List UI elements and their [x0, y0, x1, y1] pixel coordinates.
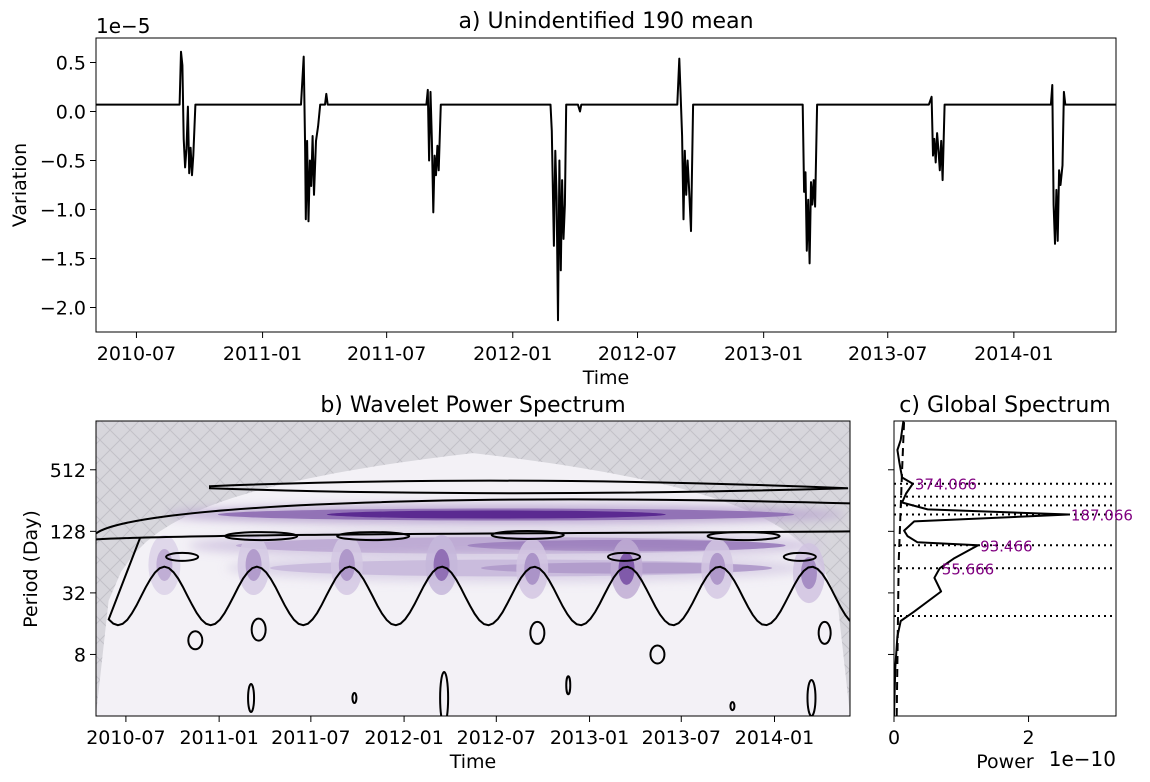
- panel-a-frame: [95, 37, 1117, 333]
- significance-contour-small: [729, 701, 736, 712]
- panel-a-offset-label: 1e−5: [96, 14, 151, 38]
- x-tick-label: 2012-01: [473, 343, 552, 365]
- significance-contour-wavy: [107, 537, 850, 627]
- significance-contour-small: [529, 620, 546, 645]
- panel-a-x-axis-label: Time: [582, 367, 630, 389]
- x-tick-label: 2011-01: [179, 727, 258, 749]
- x-tick-label: 2012-07: [457, 727, 536, 749]
- significance-contour-small: [336, 531, 411, 542]
- y-tick-label: 0.5: [56, 53, 86, 75]
- power-blob-core: [245, 548, 262, 581]
- x-tick-label: 2011-07: [347, 343, 426, 365]
- x-tick-label: 2013-01: [550, 727, 629, 749]
- y-tick-label: −2.0: [40, 298, 86, 320]
- x-tick-label: 2012-01: [364, 727, 443, 749]
- x-tick-label: 2014-01: [974, 343, 1053, 365]
- panel-b-x-axis-label: Time: [449, 751, 497, 773]
- significance-dashed-line: [895, 421, 906, 716]
- significance-contour-small: [607, 551, 642, 562]
- significance-contour-small: [250, 617, 267, 642]
- power-blob-core: [338, 548, 355, 581]
- panel-c-title: c) Global Spectrum: [899, 393, 1110, 418]
- x-tick-label: 2013-01: [724, 343, 803, 365]
- peak-label: 374.066: [915, 476, 977, 494]
- significance-contour: [209, 479, 849, 495]
- panel-b-frame: [95, 420, 851, 717]
- panel-b-plot-area: [96, 421, 850, 716]
- panel-b-y-ticks: 512 128 32 8: [50, 460, 96, 666]
- significance-contour-small: [247, 682, 256, 713]
- panel-c-x-axis-label: Power: [976, 751, 1034, 773]
- panel-b: b) Wavelet Power Spectrum 2010-07 2011-01…: [20, 393, 851, 773]
- y-tick-label: −0.5: [40, 151, 86, 173]
- panel-c-y-ticks: [888, 469, 894, 655]
- significance-contour-small: [351, 691, 358, 704]
- power-band-core: [326, 510, 666, 519]
- x-tick-label: 2010-07: [86, 727, 165, 749]
- y-tick-label: 8: [74, 644, 86, 666]
- panel-c-frame: [893, 420, 1117, 717]
- significance-contour-small: [565, 675, 572, 696]
- significance-contour-small: [187, 630, 204, 651]
- panel-c-peak-labels: 374.066 187.066 93.466 55.666: [915, 476, 1133, 579]
- peak-label: 187.066: [1071, 506, 1133, 524]
- x-tick-label: 0: [888, 727, 900, 749]
- peak-label: 55.666: [942, 560, 995, 578]
- y-tick-label: 512: [50, 460, 86, 482]
- panel-b-y-axis-label: Period (Day): [20, 510, 42, 628]
- x-tick-label: 2011-07: [271, 727, 350, 749]
- significance-contour-small: [706, 531, 781, 542]
- significance-contour-small: [782, 551, 817, 562]
- x-tick-label: 2014-01: [735, 727, 814, 749]
- variation-series-line: [96, 50, 1116, 322]
- panel-a-y-ticks: 0.5 0.0 −0.5 −1.0 −1.5 −2.0: [40, 53, 96, 320]
- significance-contour-small: [490, 529, 565, 540]
- y-tick-label: −1.0: [40, 200, 86, 222]
- significance-contour-small: [224, 531, 299, 542]
- panel-b-title: b) Wavelet Power Spectrum: [320, 393, 625, 418]
- power-blob-core: [709, 552, 726, 585]
- x-tick-label: 2013-07: [848, 343, 927, 365]
- significance-contour: [96, 498, 850, 535]
- y-tick-label: 32: [62, 583, 86, 605]
- significance-contour-small: [439, 671, 450, 716]
- significance-contour-small: [165, 551, 200, 562]
- x-tick-label: 2: [1022, 727, 1034, 749]
- power-blob-core: [156, 548, 173, 581]
- panel-c-plot-area: [894, 421, 1116, 716]
- significance-contour-small: [649, 644, 666, 665]
- panel-a-plot-area: [96, 50, 1116, 322]
- x-tick-label: 2012-07: [598, 343, 677, 365]
- panel-a: a) Unindentified 190 mean 1e−5 2010-07 20…: [9, 9, 1117, 389]
- y-tick-label: 0.0: [56, 102, 86, 124]
- panel-a-y-axis-label: Variation: [9, 143, 31, 227]
- y-tick-label: −1.5: [40, 249, 86, 271]
- panel-a-title: a) Unindentified 190 mean: [458, 9, 753, 34]
- x-tick-label: 2013-07: [642, 727, 721, 749]
- y-tick-label: 128: [50, 521, 86, 543]
- power-blob-core: [800, 557, 817, 590]
- significance-contour-small: [817, 620, 832, 645]
- power-blob-core: [433, 548, 450, 581]
- panel-c-offset-label: 1e−10: [1049, 747, 1116, 771]
- panel-a-x-ticks: 2010-07 2011-01 2011-07 2012-01 2012-07 2013-…: [97, 332, 1054, 365]
- x-tick-label: 2011-01: [223, 343, 302, 365]
- power-blob-core: [524, 552, 541, 585]
- x-tick-label: 2010-07: [97, 343, 176, 365]
- peak-label: 93.466: [980, 537, 1032, 555]
- panel-b-x-ticks: 2010-07 2011-01 2011-07 2012-01 2012-07 2013-…: [86, 716, 814, 749]
